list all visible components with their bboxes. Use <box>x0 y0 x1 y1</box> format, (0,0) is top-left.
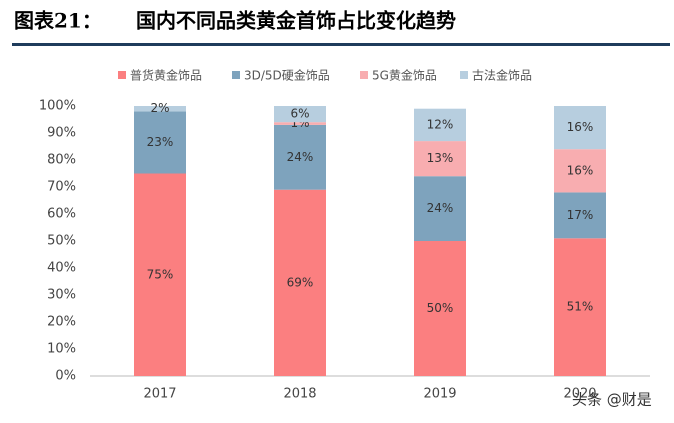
legend-swatch <box>460 71 468 79</box>
bar-segment <box>414 141 466 177</box>
bar-segment <box>274 189 326 376</box>
y-tick-label: 50% <box>47 234 76 249</box>
data-label: 24% <box>287 150 314 164</box>
bar-segment <box>274 122 326 125</box>
chart-title: 国内不同品类黄金首饰占比变化趋势 <box>136 9 456 33</box>
data-label: 17% <box>567 208 594 222</box>
data-label: 12% <box>427 117 454 131</box>
legend-swatch <box>118 71 126 79</box>
y-tick-label: 20% <box>47 315 76 330</box>
data-label: 23% <box>147 135 174 149</box>
legend-label: 普货黄金饰品 <box>130 68 202 83</box>
y-tick-label: 100% <box>39 99 76 114</box>
watermark: 头条 @财是 <box>572 391 652 409</box>
y-tick-label: 40% <box>47 261 76 276</box>
data-label: 2% <box>150 101 169 115</box>
figure-label: 图表21： <box>14 9 102 33</box>
bar-segment <box>414 176 466 241</box>
y-tick-label: 80% <box>47 153 76 168</box>
data-label: 75% <box>147 267 174 281</box>
legend-swatch <box>360 71 368 79</box>
bar-segment <box>414 108 466 142</box>
legend-swatch <box>232 71 240 79</box>
y-tick-label: 60% <box>47 207 76 222</box>
bar-segment <box>554 238 606 376</box>
data-label: 6% <box>290 107 309 121</box>
data-label: 51% <box>567 300 594 314</box>
bar-segment <box>134 106 186 112</box>
data-label: 16% <box>567 120 594 134</box>
title-rule <box>12 43 670 46</box>
y-tick-label: 90% <box>47 126 76 141</box>
legend-label: 3D/5D硬金饰品 <box>244 68 330 83</box>
data-label: 69% <box>287 275 314 289</box>
bar-segment <box>134 173 186 376</box>
y-tick-label: 0% <box>55 369 76 384</box>
bar-segment <box>414 241 466 376</box>
bar-segment <box>274 124 326 190</box>
legend-label: 古法金饰品 <box>472 68 532 83</box>
x-tick-label: 2020 <box>563 387 596 402</box>
bar-segment <box>554 149 606 193</box>
legend-label: 5G黄金饰品 <box>372 68 437 83</box>
data-label: 24% <box>427 201 454 215</box>
data-label: 50% <box>427 301 454 315</box>
y-tick-label: 10% <box>47 342 76 357</box>
bar-segment <box>554 106 606 150</box>
bar-segment <box>554 192 606 239</box>
x-tick-label: 2017 <box>143 387 176 402</box>
y-tick-label: 70% <box>47 180 76 195</box>
data-label: 16% <box>567 163 594 177</box>
x-tick-label: 2019 <box>423 387 456 402</box>
data-label: 13% <box>427 151 454 165</box>
y-tick-label: 30% <box>47 288 76 303</box>
bar-segment <box>134 111 186 174</box>
x-tick-label: 2018 <box>283 387 316 402</box>
bar-segment <box>274 106 326 123</box>
